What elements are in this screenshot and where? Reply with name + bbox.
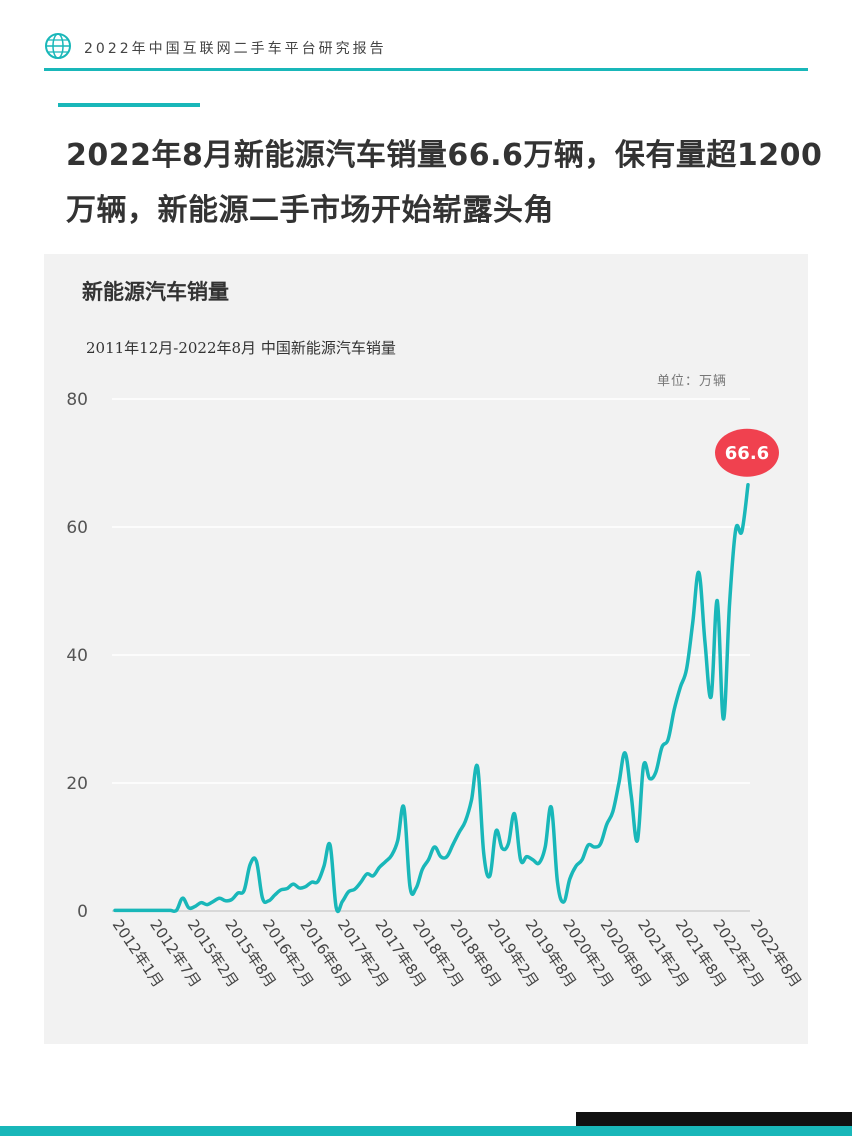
unit-label: 单位：万辆 [657,374,728,389]
y-tick-label: 20 [66,774,88,794]
chart-panel [44,254,808,1044]
accent-bar [58,103,200,107]
chart-title: 新能源汽车销量 [82,280,229,304]
y-tick-label: 0 [77,902,88,922]
y-tick-label: 80 [66,390,88,410]
last-value-badge [715,428,779,477]
y-tick-label: 60 [66,518,88,538]
page-headline: 2022年8月新能源汽车销量66.6万辆，保有量超1200万辆，新能源二手市场开… [66,138,823,228]
series-line [113,483,750,914]
footer-teal-bar [0,1126,852,1136]
y-tick-label: 40 [66,646,88,666]
header-divider [44,68,808,71]
footer-black-bar [576,1112,852,1126]
chart-subtitle: 2011年12月-2022年8月 中国新能源汽车销量 [86,339,396,357]
last-value-label: 66.6 [725,443,769,464]
report-title: 2022年中国互联网二手车平台研究报告 [84,41,387,57]
globe-icon [45,33,71,59]
